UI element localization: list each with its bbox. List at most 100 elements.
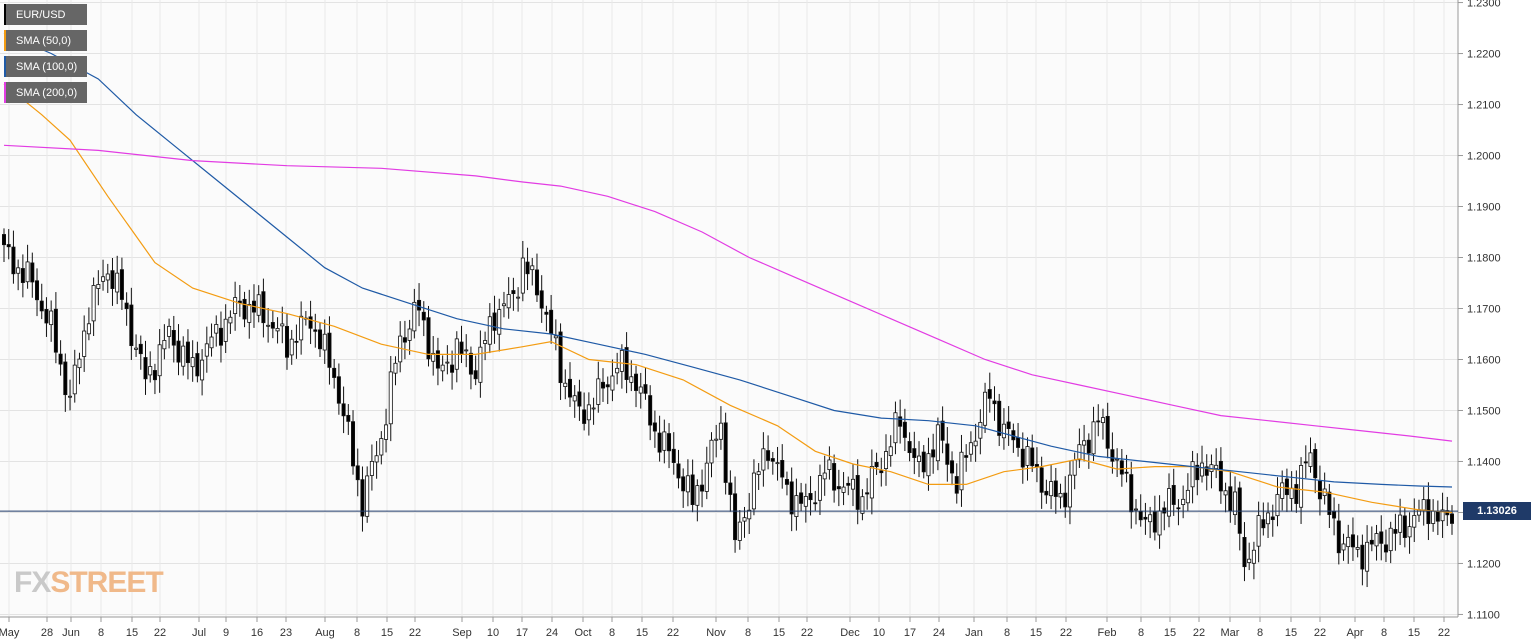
y-tick-label: 1.1800 bbox=[1467, 253, 1501, 265]
candle-body bbox=[152, 370, 157, 381]
candle-body bbox=[997, 400, 1002, 436]
candle-body bbox=[162, 340, 167, 350]
candle-body bbox=[869, 466, 874, 499]
candle-body bbox=[322, 333, 327, 351]
x-tick-label: 15 bbox=[636, 627, 648, 639]
candle-body bbox=[681, 476, 686, 492]
candle-body bbox=[1383, 544, 1388, 553]
x-tick-label: Dec bbox=[840, 627, 860, 639]
candle-body bbox=[718, 422, 723, 440]
candle-body bbox=[119, 269, 124, 300]
x-tick-label: 8 bbox=[1381, 627, 1387, 639]
candle-body bbox=[525, 261, 530, 275]
candle-body bbox=[58, 353, 63, 365]
candle-body bbox=[638, 386, 643, 394]
candle-body bbox=[1374, 533, 1379, 547]
candle-body bbox=[737, 521, 742, 541]
candle-body bbox=[1435, 510, 1440, 522]
candle-body bbox=[77, 358, 82, 369]
candle-body bbox=[530, 265, 535, 271]
candle-body bbox=[6, 244, 11, 248]
candle-body bbox=[1185, 489, 1190, 504]
candle-body bbox=[629, 376, 634, 383]
x-tick-label: 15 bbox=[1030, 627, 1042, 639]
candle-body bbox=[1049, 481, 1054, 497]
candle-body bbox=[747, 509, 752, 520]
candle-body bbox=[412, 301, 417, 332]
candle-body bbox=[700, 484, 705, 492]
candle-body bbox=[143, 357, 148, 380]
candle-body bbox=[501, 303, 506, 307]
candle-body bbox=[1086, 439, 1091, 454]
legend-item-sma50[interactable]: SMA (50,0) bbox=[4, 30, 88, 51]
candle-body bbox=[907, 441, 912, 454]
x-tick-label: 10 bbox=[873, 627, 885, 639]
candle-body bbox=[1171, 485, 1176, 505]
candle-body bbox=[289, 338, 294, 356]
candle-body bbox=[534, 269, 539, 296]
candle-body bbox=[860, 496, 865, 514]
legend-item-sma200[interactable]: SMA (200,0) bbox=[4, 82, 88, 103]
candle-body bbox=[464, 349, 469, 352]
y-tick-label: 1.1400 bbox=[1467, 456, 1501, 468]
candle-body bbox=[1341, 543, 1346, 551]
candle-body bbox=[129, 304, 134, 347]
candle-body bbox=[176, 340, 181, 363]
candle-body bbox=[1233, 491, 1238, 516]
x-tick-label: Sep bbox=[452, 627, 472, 639]
candle-body bbox=[983, 391, 988, 426]
candle-body bbox=[134, 347, 139, 350]
candle-body bbox=[483, 340, 488, 344]
legend-item-eurusd[interactable]: EUR/USD bbox=[4, 4, 88, 25]
candle-body bbox=[355, 465, 360, 481]
candle-body bbox=[1063, 492, 1068, 508]
candle-body bbox=[1289, 487, 1294, 499]
candle-body bbox=[893, 412, 898, 444]
candle-body bbox=[242, 298, 247, 320]
candle-body bbox=[1152, 511, 1157, 533]
candle-body bbox=[836, 486, 841, 490]
candle-body bbox=[148, 366, 153, 376]
legend-item-sma100[interactable]: SMA (100,0) bbox=[4, 56, 88, 77]
legend-label: SMA (200,0) bbox=[16, 86, 78, 99]
candle-body bbox=[539, 290, 544, 309]
candle-body bbox=[11, 246, 16, 275]
candle-body bbox=[549, 309, 554, 335]
candle-body bbox=[284, 325, 289, 358]
x-tick-label: 8 bbox=[1138, 627, 1144, 639]
candle-body bbox=[1181, 498, 1186, 505]
candle-body bbox=[1398, 514, 1403, 533]
candle-body bbox=[270, 322, 275, 329]
candle-body bbox=[940, 420, 945, 441]
candle-body bbox=[605, 384, 610, 388]
candle-body bbox=[945, 443, 950, 465]
candle-body bbox=[865, 492, 870, 495]
candle-body bbox=[888, 446, 893, 457]
candle-body bbox=[567, 378, 572, 398]
x-tick-label: 9 bbox=[223, 627, 229, 639]
candle-body bbox=[1251, 549, 1256, 564]
legend-swatch bbox=[4, 4, 6, 25]
x-tick-label: Aug bbox=[315, 627, 335, 639]
candle-body bbox=[1440, 509, 1445, 522]
candle-body bbox=[775, 462, 780, 465]
candle-body bbox=[808, 493, 813, 501]
candle-body bbox=[1379, 531, 1384, 544]
candle-body bbox=[751, 472, 756, 510]
sma-line bbox=[3, 32, 1453, 488]
candle-body bbox=[53, 308, 58, 353]
candle-body bbox=[827, 459, 832, 470]
candle-body bbox=[1450, 513, 1455, 524]
candle-body bbox=[402, 337, 407, 343]
x-tick-label: Mar bbox=[1221, 627, 1240, 639]
x-tick-label: May bbox=[0, 627, 20, 639]
candle-body bbox=[553, 335, 558, 339]
candle-body bbox=[124, 302, 129, 310]
candle-body bbox=[1053, 480, 1058, 497]
candle-body bbox=[794, 495, 799, 517]
y-tick-label: 1.1500 bbox=[1467, 405, 1501, 417]
candle-body bbox=[1336, 520, 1341, 554]
legend-label: SMA (100,0) bbox=[16, 60, 78, 73]
candle-body bbox=[921, 451, 926, 473]
candle-body bbox=[157, 344, 162, 377]
